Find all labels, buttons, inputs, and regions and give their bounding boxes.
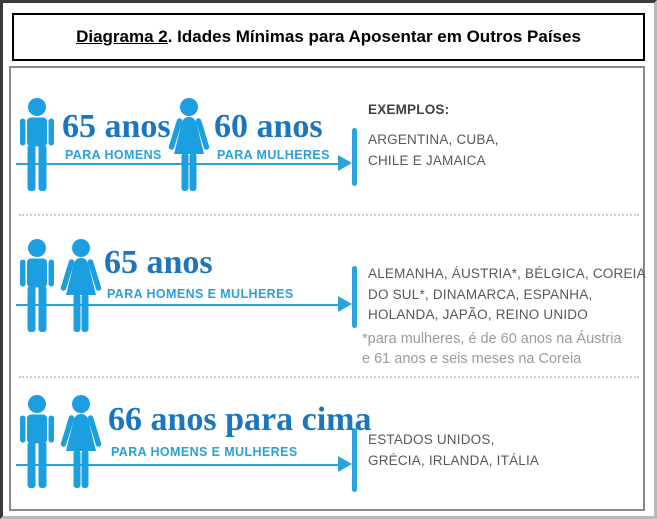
man-icon: [16, 238, 58, 334]
row1-country-list: ARGENTINA, CUBA, CHILE E JAMAICA: [368, 130, 499, 171]
row2-endbar: [352, 266, 357, 328]
row1-arrow-icon: [338, 155, 352, 171]
examples-heading: EXEMPLOS:: [368, 102, 450, 117]
content-box: 65 anos PARA HOMENS 60 anos PARA MULHERE…: [9, 66, 646, 511]
row2-country-list: ALEMANHA, ÁUSTRIA*, BÉLGICA, COREIA DO S…: [368, 264, 646, 326]
row3-age: 66 anos para cima: [108, 401, 372, 438]
row2-footnote: *para mulheres, é de 60 anos na Áustria …: [362, 329, 622, 369]
row2-age: 65 anos: [104, 244, 213, 281]
row2-label: PARA HOMENS E MULHERES: [107, 287, 294, 301]
row1-timeline: [16, 163, 341, 165]
row2-countries-line2: DO SUL*, DINAMARCA, ESPANHA,: [368, 286, 593, 302]
row1-women-age: 60 anos: [214, 108, 323, 145]
title-rest: . Idades Mínimas para Aposentar em Outro…: [167, 27, 581, 46]
row3-country-list: ESTADOS UNIDOS, GRÉCIA, IRLANDA, ITÁLIA: [368, 430, 539, 471]
footnote-line2: e 61 anos e seis meses na Coreia: [362, 351, 582, 367]
row1-women-label: PARA MULHERES: [217, 148, 330, 162]
row3-timeline: [16, 464, 341, 466]
row3-label: PARA HOMENS E MULHERES: [111, 445, 298, 459]
man-icon: [16, 394, 58, 490]
row1-men-age: 65 anos: [62, 108, 171, 145]
footnote-line1: *para mulheres, é de 60 anos na Áustria: [362, 331, 622, 347]
row3-arrow-icon: [338, 456, 352, 472]
title-prefix: Diagrama 2: [76, 27, 168, 46]
row2-countries-line3: HOLANDA, JAPÃO, REINO UNIDO: [368, 307, 588, 322]
divider-1: [19, 214, 639, 216]
row3-countries-line2: GRÉCIA, IRLANDA, ITÁLIA: [368, 452, 540, 468]
woman-icon: [58, 238, 104, 334]
row1-men-label: PARA HOMENS: [65, 148, 162, 162]
row3-countries-line1: ESTADOS UNIDOS,: [368, 432, 495, 447]
row2-timeline: [16, 304, 341, 306]
row1-countries-line2: CHILE E JAMAICA: [368, 152, 486, 168]
row1-endbar: [352, 128, 357, 186]
row1-countries-line1: ARGENTINA, CUBA,: [368, 132, 499, 147]
woman-icon: [58, 394, 104, 490]
row2-countries-line1: ALEMANHA, ÁUSTRIA*, BÉLGICA, COREIA: [368, 266, 646, 281]
row3-endbar: [352, 428, 357, 492]
divider-2: [19, 376, 639, 378]
man-icon: [16, 97, 58, 193]
title-box: Diagrama 2. Idades Mínimas para Aposenta…: [12, 13, 645, 61]
woman-icon: [166, 97, 212, 193]
page-title: Diagrama 2. Idades Mínimas para Aposenta…: [76, 27, 581, 47]
row2-arrow-icon: [338, 296, 352, 312]
